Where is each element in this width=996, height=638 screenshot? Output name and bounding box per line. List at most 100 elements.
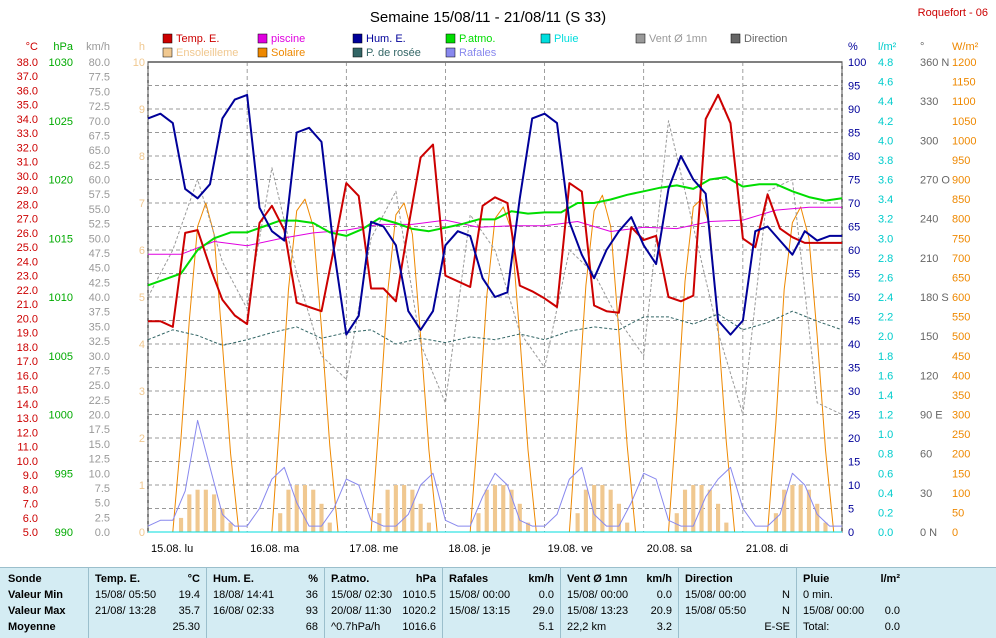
sunshine-bar — [294, 485, 299, 532]
series-line-hum-e — [147, 93, 842, 336]
right-axis-tick-3: 950 — [952, 155, 970, 167]
summary-avg-label: 22,2 km — [567, 621, 607, 633]
left-axis-tick-0: 35.0 — [17, 100, 38, 112]
legend-label-hum-e: Hum. E. — [366, 33, 406, 45]
right-axis-tick-1: 2.4 — [878, 292, 893, 304]
sunshine-bar — [195, 489, 200, 532]
right-axis-tick-0: 25 — [848, 410, 860, 422]
summary-max-value: 1020.2 — [402, 605, 436, 617]
x-tick-label-3: 18.08. je — [448, 543, 490, 555]
summary-row-labels: Sonde Valeur Min Valeur Max Moyenne — [0, 568, 88, 638]
right-axis-tick-2: 270 O — [920, 175, 950, 187]
summary-table: Sonde Valeur Min Valeur Max Moyenne Temp… — [0, 567, 996, 638]
left-axis-unit-0: °C — [26, 41, 38, 53]
summary-max-label: 15/08/ 05:50 — [685, 605, 747, 617]
left-axis-tick-2: 35.0 — [89, 321, 110, 333]
sunshine-bar — [616, 503, 621, 532]
summary-col-rafales: Rafales km/h 15/08/ 00:00 0.0 15/08/ 13:15 29… — [442, 568, 560, 638]
legend-swatch-pluie — [540, 33, 551, 44]
left-axis-tick-2: 75.0 — [89, 86, 110, 98]
right-axis-tick-1: 2.6 — [878, 272, 893, 284]
right-axis-tick-3: 700 — [952, 253, 970, 265]
series-line-rafales — [147, 419, 842, 527]
summary-col-vent-1mn: Vent Ø 1mn km/h 15/08/ 00:00 0.0 15/08/ 13:2… — [560, 568, 678, 638]
sunshine-bar — [377, 513, 382, 532]
summary-header-label: Temp. E. — [95, 573, 141, 585]
sunshine-bar — [674, 513, 679, 532]
sunshine-bar — [815, 503, 820, 532]
right-axis-tick-2: 90 E — [920, 410, 943, 422]
left-axis-tick-3: 6 — [139, 245, 145, 257]
left-axis-tick-0: 16.0 — [17, 370, 38, 382]
left-axis-tick-0: 14.0 — [17, 399, 38, 411]
left-axis-tick-2: 50.0 — [89, 233, 110, 245]
left-axis-tick-0: 7.0 — [23, 499, 38, 511]
right-axis-tick-1: 4.0 — [878, 135, 893, 147]
legend-label-rafales: Rafales — [459, 47, 497, 59]
legend-label-solaire: Solaire — [271, 47, 305, 59]
right-axis-tick-3: 850 — [952, 194, 970, 206]
sunshine-bar — [418, 503, 423, 532]
x-tick-label-5: 20.08. sa — [647, 543, 693, 555]
right-axis-tick-1: 2.8 — [878, 253, 893, 265]
right-axis-tick-0: 70 — [848, 198, 860, 210]
sunshine-bar — [228, 522, 233, 532]
left-axis-tick-0: 38.0 — [17, 57, 38, 69]
left-axis-tick-2: 32.5 — [89, 336, 110, 348]
sunshine-bar — [525, 522, 531, 532]
left-axis-tick-0: 6.0 — [23, 513, 38, 525]
right-axis-tick-1: 0.2 — [878, 507, 893, 519]
right-axis-tick-1: 0.6 — [878, 468, 893, 480]
left-axis-tick-0: 19.0 — [17, 328, 38, 340]
legend-label-vent-1mn: Vent Ø 1mn — [649, 33, 707, 45]
right-axis-tick-3: 200 — [952, 449, 970, 461]
right-axis-tick-2: 330 — [920, 96, 938, 108]
right-axis-tick-0: 60 — [848, 245, 860, 257]
left-axis-tick-2: 42.5 — [89, 277, 110, 289]
right-axis-tick-0: 80 — [848, 151, 860, 163]
right-axis-tick-0: 75 — [848, 175, 860, 187]
right-axis-unit-0: % — [848, 41, 858, 53]
left-axis-tick-2: 70.0 — [89, 116, 110, 128]
legend-swatch-p-atmo — [445, 33, 456, 44]
sunshine-bar — [410, 489, 415, 532]
series-line-p-atmo — [147, 176, 843, 287]
sunshine-bar — [773, 513, 778, 532]
legend-swatch-temp-e — [162, 33, 173, 44]
legend-swatch-vent-1mn — [635, 33, 646, 44]
left-axis-tick-1: 1000 — [49, 410, 73, 422]
left-axis-tick-0: 11.0 — [17, 442, 38, 454]
x-tick-label-4: 19.08. ve — [548, 543, 593, 555]
left-axis-tick-2: 30.0 — [89, 351, 110, 363]
sunshine-bar — [302, 485, 308, 532]
left-axis-tick-2: 2.5 — [95, 512, 110, 524]
left-axis-tick-0: 32.0 — [17, 142, 38, 154]
right-axis-tick-3: 600 — [952, 292, 970, 304]
summary-header-label: Direction — [685, 573, 733, 585]
left-axis-tick-1: 990 — [55, 527, 73, 539]
sunshine-bar — [806, 489, 812, 532]
summary-col-pluie: Pluie l/m² 0 min. 15/08/ 00:00 0.0 Total: 0.0 — [796, 568, 906, 638]
right-axis-tick-1: 4.2 — [878, 116, 893, 128]
left-axis-tick-3: 2 — [139, 433, 145, 445]
summary-min-label: 0 min. — [803, 589, 833, 601]
left-axis-tick-0: 13.0 — [17, 413, 38, 425]
right-axis-tick-3: 650 — [952, 272, 970, 284]
sunshine-bar — [691, 485, 696, 532]
right-axis-tick-2: 240 — [920, 214, 938, 226]
right-axis-tick-3: 1000 — [952, 135, 976, 147]
right-axis-unit-3: W/m² — [952, 41, 979, 53]
left-axis-tick-0: 26.0 — [17, 228, 38, 240]
right-axis-tick-1: 3.6 — [878, 175, 893, 187]
right-axis-tick-0: 5 — [848, 504, 854, 516]
left-axis-tick-0: 28.0 — [17, 199, 38, 211]
sunshine-bar — [583, 489, 588, 532]
sunshine-bar — [178, 517, 184, 532]
left-axis-tick-0: 18.0 — [17, 342, 38, 354]
left-axis-tick-0: 33.0 — [17, 128, 38, 140]
right-axis-tick-1: 1.0 — [878, 429, 893, 441]
sunshine-bar — [212, 494, 217, 532]
right-axis-tick-1: 1.6 — [878, 370, 893, 382]
left-axis-tick-1: 1005 — [49, 351, 73, 363]
left-axis-tick-0: 29.0 — [17, 185, 38, 197]
